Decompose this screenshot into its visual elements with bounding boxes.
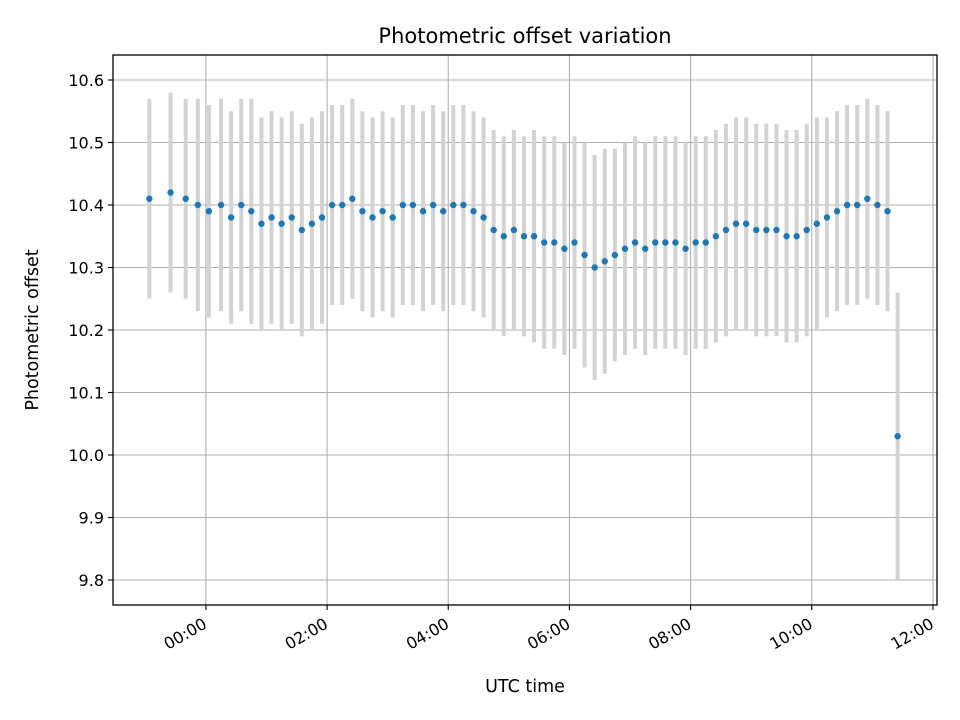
x-tick-label: 04:00 [403,614,452,654]
y-tick-label: 10.4 [68,196,104,215]
data-point [864,195,871,202]
y-tick-label: 9.8 [79,571,104,590]
y-tick-label: 10.1 [68,384,104,403]
data-point [339,201,346,209]
x-tick-label: 00:00 [160,614,209,654]
data-point [194,201,202,209]
data-point [440,208,447,215]
errorbars [147,92,900,580]
data-point [662,239,669,246]
data-point [823,214,831,221]
data-point [167,189,174,196]
data-point [773,226,780,234]
data-point [490,226,497,234]
data-point [369,214,376,221]
data-point [500,233,507,240]
data-point [763,226,770,234]
data-point [702,239,709,246]
data-point [874,201,881,209]
data-point [783,233,790,240]
data-point [450,201,457,209]
data-point [732,220,740,227]
y-tick-label: 10.3 [68,259,104,278]
data-point [227,214,235,221]
data-point [349,195,356,202]
data-point [884,208,891,215]
data-point [854,201,861,209]
chart-title: Photometric offset variation [378,24,671,48]
data-point [318,214,326,221]
data-point [359,208,366,215]
data-point [268,214,275,221]
data-point [182,195,189,202]
data-point [843,201,851,209]
data-point [480,214,487,221]
data-point [682,245,689,252]
data-point [692,239,699,246]
data-point [379,208,386,215]
data-point [429,201,437,209]
y-tick-label: 9.9 [79,509,104,528]
data-point [520,233,528,240]
data-point [591,264,598,271]
data-point [833,208,841,215]
data-point [399,201,407,209]
data-point [328,201,336,209]
y-tick-label: 10.5 [68,134,104,153]
data-point [288,214,295,221]
data-point [722,226,730,234]
x-tick-label: 02:00 [282,614,331,654]
data-point [753,226,760,234]
x-axis: 00:00 02:00 04:00 06:00 08:00 10:00 12:00 [160,605,937,654]
x-tick-label: 10:00 [766,614,815,654]
data-point [419,208,427,215]
x-tick-label: 12:00 [888,614,937,654]
data-point [551,239,558,246]
data-point [238,201,245,209]
data-point [793,233,800,240]
data-point [460,201,467,209]
data-points [146,189,901,440]
data-point [803,226,810,234]
data-point [258,220,265,227]
data-point [278,220,285,227]
data-point [742,220,750,227]
y-axis-title: Photometric offset [23,249,43,410]
data-point [308,220,316,227]
data-point [712,233,720,240]
data-point [146,195,153,202]
data-point [205,208,213,215]
y-axis: 9.8 9.9 10.0 10.1 10.2 10.3 10.4 10.5 10.6 [68,71,113,590]
data-point [571,239,578,246]
data-point [611,251,619,259]
data-point [652,239,659,246]
x-tick-label: 06:00 [524,614,573,654]
data-point [470,208,477,215]
data-point [672,239,679,246]
x-tick-label: 08:00 [645,614,694,654]
data-point [217,201,225,209]
y-tick-label: 10.0 [68,446,104,465]
data-point [409,201,417,209]
data-point [621,245,629,252]
data-point [389,214,396,221]
data-point [631,239,639,246]
data-point [561,245,568,252]
y-tick-label: 10.2 [68,321,104,340]
data-point [530,233,538,240]
x-axis-title: UTC time [485,677,565,697]
y-tick-label: 10.6 [68,71,104,90]
data-point [298,226,306,234]
data-point [510,226,518,234]
data-point [581,251,588,259]
data-point [248,208,255,215]
data-point [601,258,608,265]
data-point [540,239,548,246]
data-point [813,220,821,227]
data-point [641,245,649,252]
data-point [894,433,901,440]
